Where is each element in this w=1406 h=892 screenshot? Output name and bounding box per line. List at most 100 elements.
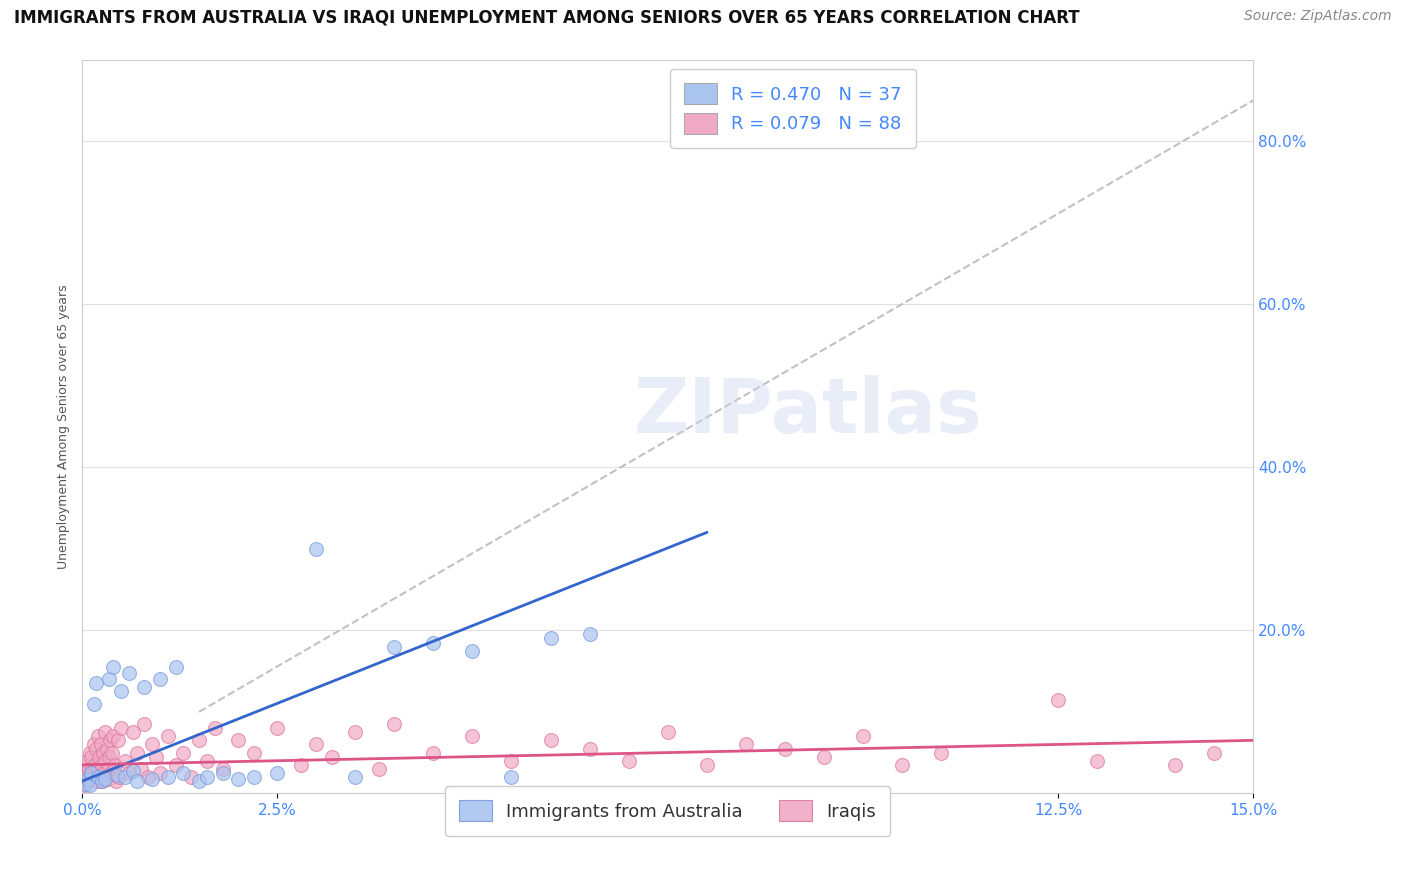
Point bbox=[80, 749, 103, 764]
Point bbox=[107, 733, 129, 747]
Point bbox=[98, 733, 121, 747]
Point bbox=[125, 774, 148, 789]
Point bbox=[76, 770, 98, 784]
Point bbox=[86, 774, 108, 789]
Point bbox=[929, 746, 952, 760]
Point bbox=[852, 729, 875, 743]
Point bbox=[173, 766, 195, 780]
Point bbox=[90, 774, 112, 789]
Point bbox=[1204, 746, 1226, 760]
Point bbox=[108, 770, 131, 784]
Point bbox=[118, 665, 141, 680]
Point bbox=[204, 721, 226, 735]
Point bbox=[156, 729, 179, 743]
Point bbox=[134, 717, 156, 731]
Point bbox=[98, 672, 121, 686]
Point bbox=[83, 738, 105, 752]
Point bbox=[1164, 757, 1187, 772]
Point bbox=[145, 749, 167, 764]
Point bbox=[75, 757, 97, 772]
Point bbox=[77, 772, 100, 786]
Point bbox=[501, 754, 523, 768]
Point bbox=[90, 757, 112, 772]
Point bbox=[91, 774, 114, 789]
Point bbox=[89, 749, 111, 764]
Point bbox=[121, 764, 143, 778]
Point bbox=[149, 672, 172, 686]
Point bbox=[90, 738, 112, 752]
Point bbox=[84, 676, 107, 690]
Point bbox=[103, 660, 125, 674]
Point bbox=[305, 738, 328, 752]
Point bbox=[734, 738, 756, 752]
Point bbox=[173, 746, 195, 760]
Legend: Immigrants from Australia, Iraqis: Immigrants from Australia, Iraqis bbox=[446, 786, 890, 836]
Point bbox=[165, 660, 187, 674]
Point bbox=[79, 778, 101, 792]
Point bbox=[165, 757, 187, 772]
Point bbox=[149, 766, 172, 780]
Point bbox=[422, 746, 444, 760]
Point bbox=[578, 741, 600, 756]
Point bbox=[195, 754, 218, 768]
Point bbox=[367, 762, 389, 776]
Point bbox=[578, 627, 600, 641]
Point bbox=[290, 757, 312, 772]
Point bbox=[125, 746, 148, 760]
Point bbox=[73, 766, 96, 780]
Point bbox=[100, 746, 122, 760]
Point bbox=[89, 770, 111, 784]
Point bbox=[80, 766, 103, 780]
Point bbox=[82, 762, 104, 776]
Point bbox=[461, 729, 484, 743]
Point bbox=[657, 725, 679, 739]
Point bbox=[86, 770, 108, 784]
Point bbox=[93, 766, 115, 780]
Point bbox=[79, 770, 101, 784]
Point bbox=[195, 770, 218, 784]
Point bbox=[129, 762, 152, 776]
Point bbox=[211, 766, 233, 780]
Point bbox=[110, 721, 132, 735]
Point bbox=[501, 770, 523, 784]
Point bbox=[141, 738, 163, 752]
Point bbox=[617, 754, 640, 768]
Y-axis label: Unemployment Among Seniors over 65 years: Unemployment Among Seniors over 65 years bbox=[58, 285, 70, 569]
Point bbox=[103, 729, 125, 743]
Point bbox=[76, 754, 98, 768]
Point bbox=[93, 754, 115, 768]
Point bbox=[86, 729, 108, 743]
Point bbox=[382, 717, 405, 731]
Point bbox=[104, 757, 127, 772]
Point bbox=[188, 733, 211, 747]
Point bbox=[98, 762, 121, 776]
Point bbox=[77, 774, 100, 789]
Point bbox=[242, 770, 264, 784]
Point bbox=[344, 770, 367, 784]
Point bbox=[114, 754, 136, 768]
Point bbox=[110, 684, 132, 698]
Point bbox=[344, 725, 367, 739]
Point bbox=[72, 774, 94, 789]
Point bbox=[696, 757, 718, 772]
Point bbox=[97, 772, 120, 786]
Point bbox=[105, 768, 128, 782]
Point bbox=[1047, 692, 1070, 706]
Point bbox=[84, 741, 107, 756]
Text: ZIPatlas: ZIPatlas bbox=[634, 375, 983, 449]
Point bbox=[100, 766, 122, 780]
Point bbox=[1085, 754, 1108, 768]
Point bbox=[305, 541, 328, 556]
Point bbox=[242, 746, 264, 760]
Point bbox=[94, 772, 117, 786]
Point bbox=[226, 733, 249, 747]
Point bbox=[114, 770, 136, 784]
Point bbox=[266, 766, 288, 780]
Point bbox=[422, 635, 444, 649]
Point bbox=[226, 772, 249, 786]
Point bbox=[382, 640, 405, 654]
Text: Source: ZipAtlas.com: Source: ZipAtlas.com bbox=[1244, 9, 1392, 23]
Point bbox=[540, 733, 562, 747]
Point bbox=[84, 757, 107, 772]
Point bbox=[141, 772, 163, 786]
